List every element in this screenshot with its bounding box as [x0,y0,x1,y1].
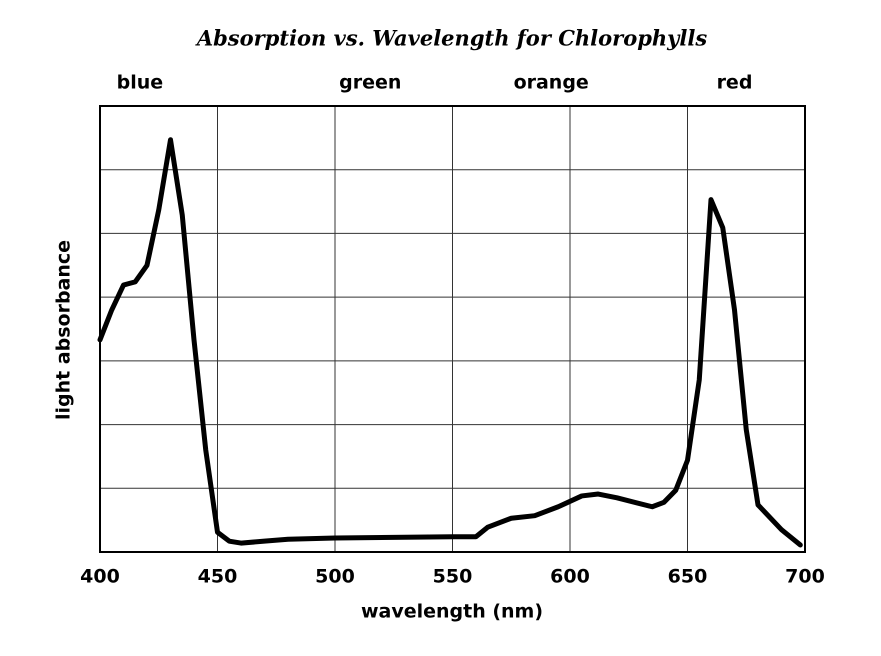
x-tick-label: 400 [80,566,120,588]
x-tick-label: 650 [668,566,708,588]
x-tick-label: 500 [315,566,355,588]
x-tick-label: 700 [785,566,825,588]
annotation: blue [117,72,164,94]
annotation: orange [514,72,589,94]
chart-title: Absorption vs. Wavelength for Chlorophyl… [195,26,708,51]
x-tick-label: 600 [550,566,590,588]
x-axis-label: wavelength (nm) [361,601,543,623]
x-tick-label: 550 [433,566,473,588]
plot-border [99,105,806,553]
annotation: red [717,72,753,94]
annotation: green [339,72,401,94]
y-axis-label: light absorbance [53,240,75,420]
x-tick-label: 450 [198,566,238,588]
data-line [97,137,803,548]
